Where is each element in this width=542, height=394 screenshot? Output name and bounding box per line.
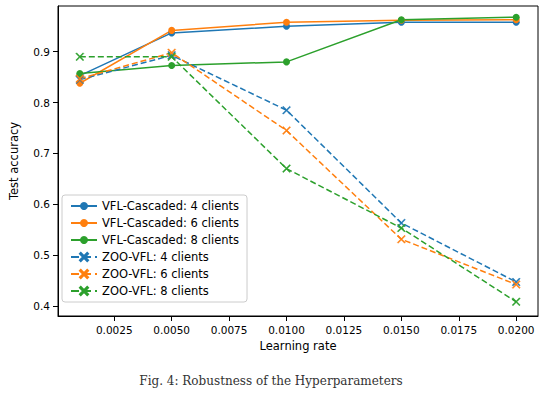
svg-text:VFL-Cascaded: 8 clients: VFL-Cascaded: 8 clients <box>102 233 239 247</box>
svg-text:0.0050: 0.0050 <box>153 324 190 336</box>
svg-text:ZOO-VFL: 4 clients: ZOO-VFL: 4 clients <box>102 250 209 264</box>
svg-text:0.9: 0.9 <box>33 46 50 58</box>
svg-text:Fig. 4: Robustness of the Hype: Fig. 4: Robustness of the Hyperparameter… <box>139 374 402 388</box>
svg-text:0.0100: 0.0100 <box>268 324 305 336</box>
svg-text:0.0150: 0.0150 <box>383 324 420 336</box>
svg-text:Learning rate: Learning rate <box>260 339 337 353</box>
svg-text:0.8: 0.8 <box>33 97 50 109</box>
svg-text:0.0175: 0.0175 <box>440 324 477 336</box>
svg-text:0.0200: 0.0200 <box>498 324 535 336</box>
svg-text:0.4: 0.4 <box>33 300 50 312</box>
svg-text:ZOO-VFL: 6 clients: ZOO-VFL: 6 clients <box>102 267 209 281</box>
svg-text:0.5: 0.5 <box>33 249 50 261</box>
svg-text:VFL-Cascaded: 4 clients: VFL-Cascaded: 4 clients <box>102 199 239 213</box>
svg-text:0.7: 0.7 <box>33 147 50 159</box>
svg-text:ZOO-VFL: 8 clients: ZOO-VFL: 8 clients <box>102 284 209 298</box>
svg-text:VFL-Cascaded: 6 clients: VFL-Cascaded: 6 clients <box>102 216 239 230</box>
svg-text:0.6: 0.6 <box>33 198 50 210</box>
svg-text:0.0125: 0.0125 <box>326 324 363 336</box>
svg-text:0.0075: 0.0075 <box>211 324 248 336</box>
svg-text:Test accuracy: Test accuracy <box>7 122 21 201</box>
svg-text:0.0025: 0.0025 <box>96 324 133 336</box>
